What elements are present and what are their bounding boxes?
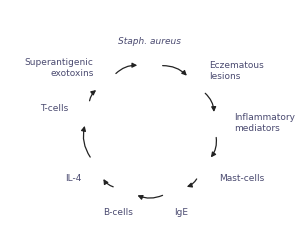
Text: Eczematous
lesions: Eczematous lesions: [209, 61, 264, 81]
Text: IgE: IgE: [175, 208, 188, 217]
Text: T-cells: T-cells: [40, 104, 69, 113]
Text: Inflammatory
mediators: Inflammatory mediators: [234, 113, 295, 133]
Text: Superantigenic
exotoxins: Superantigenic exotoxins: [25, 58, 94, 78]
Text: B-cells: B-cells: [103, 208, 134, 217]
Text: Staph. aureus: Staph. aureus: [118, 37, 182, 46]
Text: Mast-cells: Mast-cells: [219, 174, 264, 183]
Text: IL-4: IL-4: [65, 174, 81, 183]
